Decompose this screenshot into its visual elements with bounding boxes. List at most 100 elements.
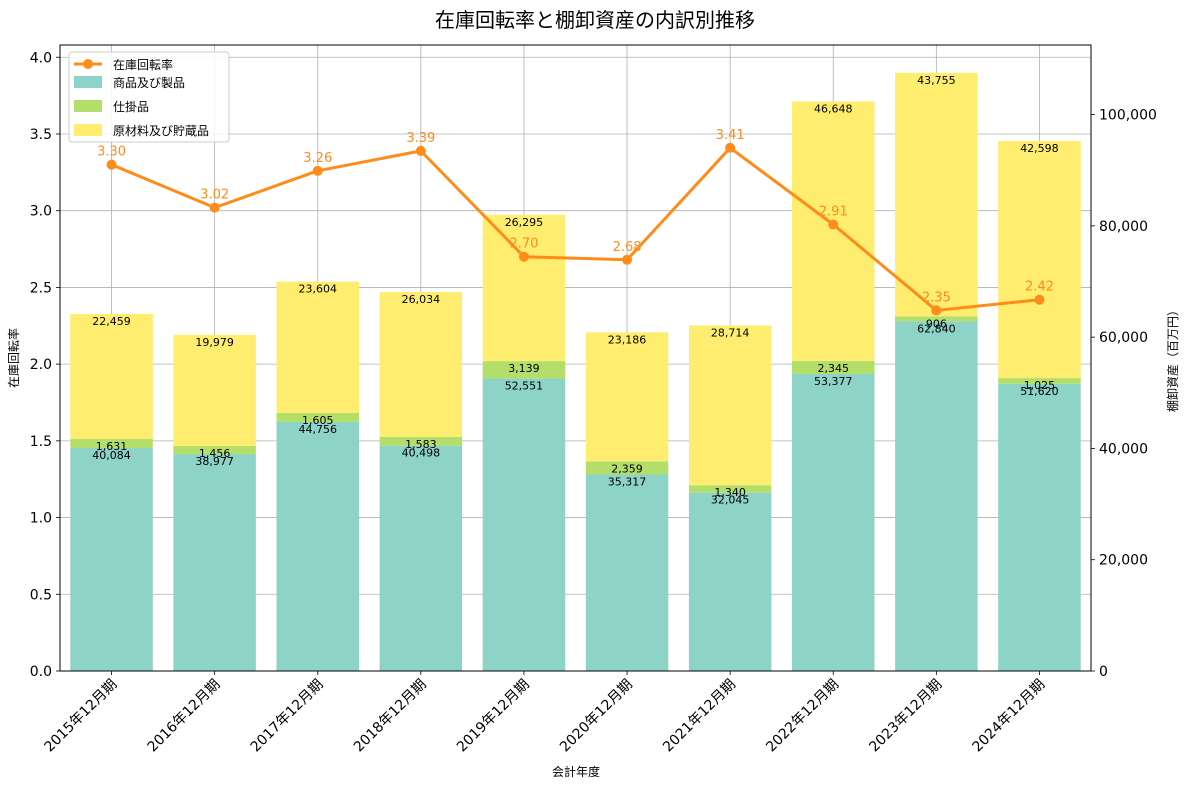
bar-label-products: 40,084: [92, 449, 131, 462]
turnover-point: [312, 165, 323, 176]
bar-label-materials: 23,186: [608, 333, 647, 346]
bar-1: [792, 373, 875, 671]
y-axis-label-right: 棚卸資産（百万円）: [1165, 304, 1180, 412]
legend-swatch-1: [74, 76, 102, 88]
x-tick-label: 2015年12月期: [42, 677, 121, 756]
bar-label-materials: 22,459: [92, 315, 131, 328]
bar-label-materials: 42,598: [1020, 142, 1059, 155]
bar-3: [688, 325, 772, 486]
x-tick-label: 2016年12月期: [145, 677, 224, 756]
x-tick-label: 2021年12月期: [660, 677, 739, 756]
turnover-label: 2.91: [819, 205, 848, 220]
bar-2: [792, 360, 875, 374]
bar-label-materials: 19,979: [195, 336, 234, 349]
y-tick-label-right: 40,000: [1099, 441, 1148, 457]
y-tick-label-right: 0: [1099, 664, 1108, 680]
turnover-label: 2.42: [1025, 280, 1054, 295]
y-tick-label-right: 100,000: [1099, 108, 1157, 124]
bar-3: [585, 332, 669, 462]
legend-label-2: 仕掛品: [113, 99, 149, 114]
bar-3: [998, 141, 1081, 379]
bar-label-materials: 26,295: [505, 216, 544, 229]
bar-label-wip: 3,139: [508, 362, 540, 375]
y-tick-label-left: 2.0: [30, 357, 52, 373]
bar-3: [276, 281, 359, 414]
turnover-label: 3.26: [303, 151, 332, 166]
bar-label-products: 44,756: [299, 423, 338, 436]
turnover-point: [931, 305, 942, 316]
bar-label-wip: 1,025: [1024, 379, 1056, 392]
turnover-point: [518, 251, 529, 262]
bar-2: [895, 316, 978, 322]
legend-label-3: 原材料及び貯蔵品: [113, 124, 209, 138]
bar-label-wip: 1,605: [302, 414, 334, 427]
turnover-label: 3.30: [97, 145, 126, 160]
bar-1: [276, 421, 359, 671]
bar-label-wip: 906: [926, 317, 947, 330]
bar-1: [998, 383, 1081, 671]
chart-title: 在庫回転率と棚卸資産の内訳別推移: [435, 8, 755, 32]
x-tick-label: 2018年12月期: [351, 677, 430, 756]
bar-label-products: 52,551: [505, 380, 544, 393]
bar-1: [379, 445, 463, 671]
bar-label-products: 62,840: [917, 322, 956, 335]
bar-2: [482, 361, 566, 379]
legend-line-marker: [83, 59, 93, 69]
y-tick-label-left: 0.5: [30, 587, 52, 603]
turnover-line: [110, 146, 1040, 312]
x-axis-label: 会計年度: [552, 764, 600, 779]
bar-label-wip: 1,340: [714, 486, 746, 499]
y-tick-label-right: 80,000: [1099, 219, 1148, 235]
turnover-label: 2.70: [509, 237, 538, 252]
x-tick-label: 2022年12月期: [763, 677, 842, 756]
x-tick-label: 2023年12月期: [866, 677, 945, 756]
bar-label-wip: 1,456: [199, 447, 231, 460]
bar-label-materials: 23,604: [299, 283, 338, 296]
legend-label-1: 商品及び製品: [113, 75, 185, 90]
bar-2: [585, 461, 669, 475]
bar-label-materials: 46,648: [814, 102, 853, 115]
x-tick-label: 2019年12月期: [454, 677, 533, 756]
bar-2: [276, 413, 359, 422]
bar-3: [70, 313, 153, 439]
bar-label-products: 53,377: [814, 375, 853, 388]
bar-3: [482, 214, 566, 362]
bar-label-wip: 1,631: [96, 440, 128, 453]
bar-1: [585, 474, 669, 671]
bar-label-materials: 26,034: [402, 293, 441, 306]
bar-label-materials: 28,714: [711, 326, 750, 339]
y-tick-label-left: 1.5: [30, 434, 52, 450]
bar-3: [173, 334, 256, 447]
bar-1: [895, 321, 978, 671]
turnover-label: 2.68: [613, 240, 642, 255]
y-tick-label-right: 60,000: [1099, 330, 1148, 346]
y-tick-label-left: 0.0: [30, 664, 52, 680]
bar-label-products: 35,317: [608, 475, 647, 488]
y-axis-label-left: 在庫回転率: [6, 328, 21, 388]
turnover-point: [209, 202, 220, 213]
turnover-point: [1034, 294, 1045, 305]
x-tick-label: 2024年12月期: [969, 677, 1048, 756]
bar-label-wip: 2,345: [818, 362, 850, 375]
y-tick-label-left: 2.5: [30, 280, 52, 296]
line-series: 3.30 3.02 3.26 3.39 2.70 2.68 3.41 2.91 2.35 2.42: [97, 128, 1054, 316]
turnover-point: [622, 254, 633, 265]
bar-3: [379, 291, 463, 437]
bar-1: [482, 378, 566, 671]
bar-3: [895, 72, 978, 317]
y-tick-label-left: 1.0: [30, 511, 52, 527]
bar-2: [173, 446, 256, 455]
bar-label-products: 32,045: [711, 494, 750, 507]
legend-box: [68, 51, 230, 143]
turnover-label: 3.39: [406, 131, 435, 146]
bar-2: [70, 438, 153, 448]
bar-label-products: 38,977: [195, 455, 234, 468]
plot-frame: [59, 44, 1092, 672]
turnover-point: [415, 145, 426, 156]
turnover-point: [725, 142, 736, 153]
legend-swatch-3: [74, 124, 102, 136]
y-tick-label-right: 20,000: [1099, 553, 1148, 569]
turnover-point: [106, 159, 117, 170]
